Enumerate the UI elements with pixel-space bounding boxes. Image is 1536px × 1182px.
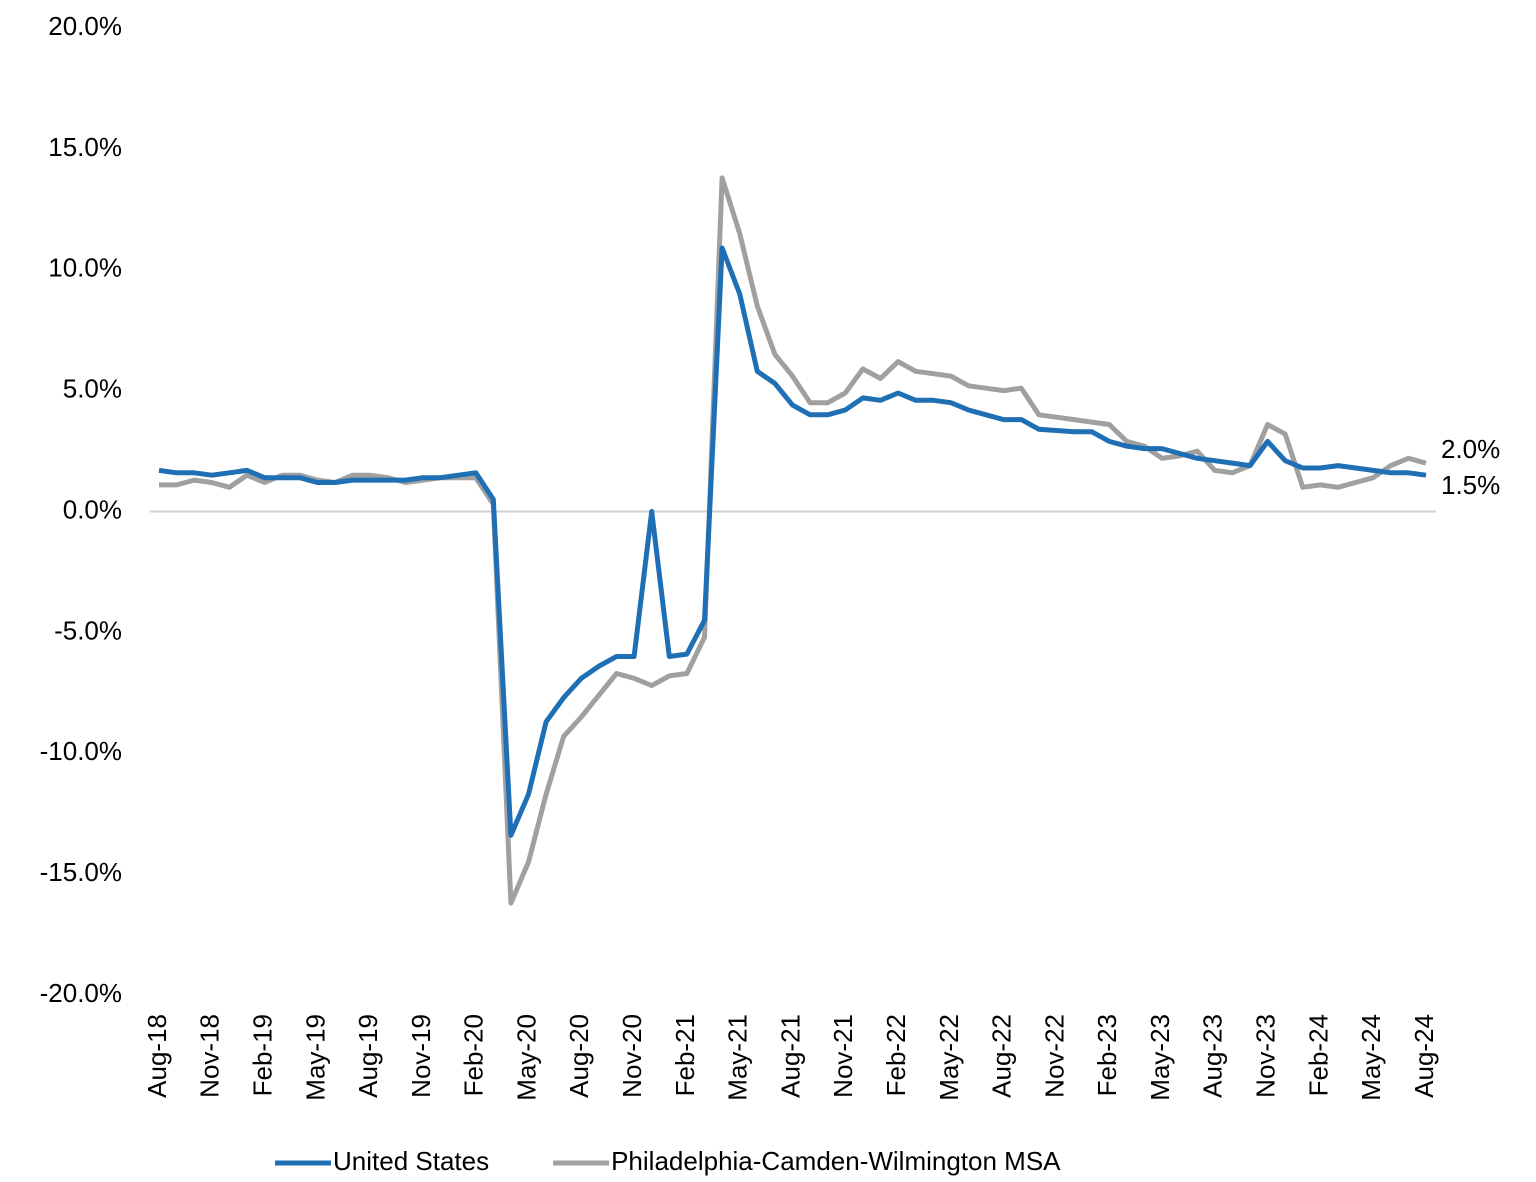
y-tick-label: 5.0% <box>63 374 122 404</box>
x-tick-label: May-22 <box>934 1014 964 1101</box>
x-tick-label: Feb-21 <box>670 1014 700 1096</box>
x-tick-label: Aug-18 <box>142 1014 172 1098</box>
y-tick-label: 15.0% <box>48 132 122 162</box>
y-tick-label: -5.0% <box>54 615 122 645</box>
y-tick-label: -15.0% <box>40 857 122 887</box>
x-tick-label: Nov-21 <box>828 1014 858 1098</box>
x-tick-label: Nov-22 <box>1039 1014 1069 1098</box>
y-tick-label: -10.0% <box>40 736 122 766</box>
data-label: 2.0% <box>1441 434 1500 464</box>
x-tick-label: Aug-23 <box>1198 1014 1228 1098</box>
x-tick-label: Aug-19 <box>353 1014 383 1098</box>
x-tick-label: May-23 <box>1145 1014 1175 1101</box>
legend-label: Philadelphia-Camden-Wilmington MSA <box>611 1146 1061 1176</box>
x-tick-label: May-19 <box>300 1014 330 1101</box>
x-tick-label: Feb-24 <box>1303 1014 1333 1096</box>
y-tick-label: 20.0% <box>48 11 122 41</box>
series-line <box>158 245 1427 838</box>
x-tick-label: Nov-20 <box>617 1014 647 1098</box>
x-tick-label: Aug-21 <box>775 1014 805 1098</box>
x-tick-label: Aug-24 <box>1409 1014 1439 1098</box>
x-tick-label: Feb-19 <box>247 1014 277 1096</box>
x-tick-label: Nov-18 <box>195 1014 225 1098</box>
x-tick-label: May-20 <box>511 1014 541 1101</box>
x-tick-label: May-21 <box>723 1014 753 1101</box>
x-tick-label: Feb-23 <box>1092 1014 1122 1096</box>
x-tick-label: Aug-20 <box>564 1014 594 1098</box>
x-tick-label: Aug-22 <box>987 1014 1017 1098</box>
x-tick-label: Nov-19 <box>406 1014 436 1098</box>
legend-label: United States <box>333 1146 489 1176</box>
x-tick-label: Nov-23 <box>1251 1014 1281 1098</box>
y-tick-label: 0.0% <box>63 494 122 524</box>
series-line <box>159 175 1427 906</box>
data-label: 1.5% <box>1441 470 1500 500</box>
x-tick-label: Feb-22 <box>881 1014 911 1096</box>
x-tick-label: May-24 <box>1356 1014 1386 1101</box>
y-tick-label: -20.0% <box>40 978 122 1008</box>
y-tick-label: 10.0% <box>48 253 122 283</box>
x-tick-label: Feb-20 <box>459 1014 489 1096</box>
